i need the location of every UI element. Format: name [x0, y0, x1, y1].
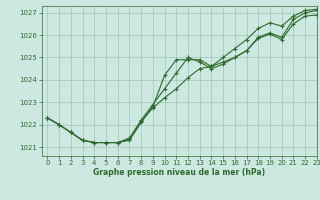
X-axis label: Graphe pression niveau de la mer (hPa): Graphe pression niveau de la mer (hPa): [93, 168, 265, 177]
